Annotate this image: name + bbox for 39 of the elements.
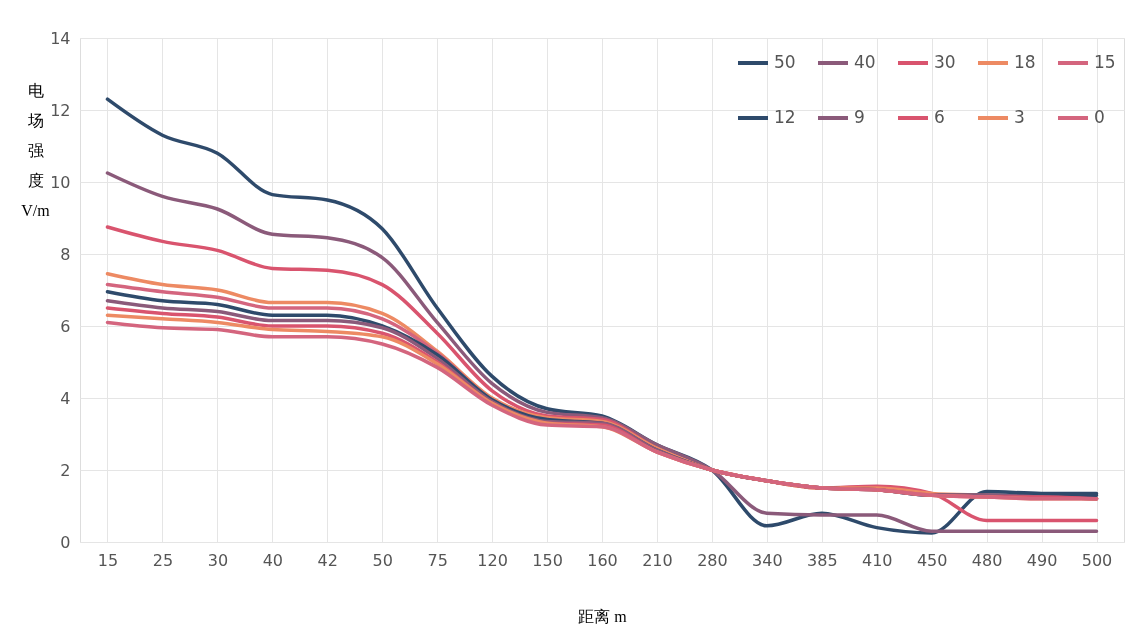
y-tick-label: 0 [60, 532, 71, 552]
y-tick-label: 10 [50, 172, 71, 192]
x-tick-label: 75 [427, 550, 448, 570]
legend-label: 6 [934, 107, 945, 127]
y-tick-label: 6 [60, 316, 71, 336]
x-tick-label: 150 [532, 550, 563, 570]
legend-label: 0 [1094, 107, 1105, 127]
legend-label: 30 [934, 52, 956, 72]
x-tick-label: 280 [697, 550, 728, 570]
x-tick-label: 490 [1026, 550, 1058, 570]
x-tick-label: 25 [152, 550, 174, 570]
y-tick-label: 4 [60, 388, 71, 408]
x-tick-label: 410 [861, 550, 893, 570]
x-tick-label: 50 [372, 550, 393, 570]
y-axis-title: 电场强度 V/m [21, 81, 51, 219]
x-tick-label: 210 [642, 550, 673, 570]
y-tick-label: 14 [50, 28, 71, 48]
y-tick-label: 12 [50, 100, 71, 120]
legend-label: 15 [1094, 52, 1116, 72]
x-tick-label: 120 [477, 550, 508, 570]
legend-label: 50 [774, 52, 796, 72]
legend-label: 18 [1014, 52, 1036, 72]
x-tick-label: 450 [916, 550, 948, 570]
y-tick-label: 8 [60, 244, 71, 264]
x-tick-label: 30 [207, 550, 229, 570]
x-tick-label: 385 [807, 550, 838, 570]
x-tick-label: 160 [587, 550, 618, 570]
x-tick-label: 480 [971, 550, 1003, 570]
legend-label: 40 [854, 52, 876, 72]
legend-label: 3 [1014, 107, 1025, 127]
y-tick-label: 2 [60, 460, 71, 480]
x-axis-title: 距离 m [578, 607, 628, 625]
x-tick-label: 340 [752, 550, 783, 570]
x-tick-label: 42 [317, 550, 338, 570]
x-tick-label: 15 [97, 550, 119, 570]
legend-label: 12 [774, 107, 796, 127]
x-tick-label: 40 [262, 550, 283, 570]
x-tick-label: 500 [1081, 550, 1113, 570]
legend-label: 9 [854, 107, 865, 127]
